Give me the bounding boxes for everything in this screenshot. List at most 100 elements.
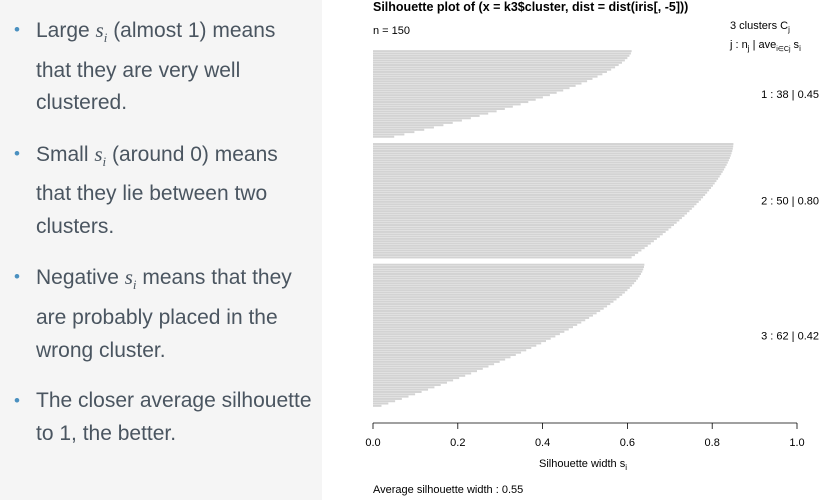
x-axis: 0.0 0.2 0.4 0.6 0.8 1.0 [365,422,805,449]
silhouette-bar [373,300,614,303]
silhouette-bar [373,50,632,53]
silhouette-bar [373,193,706,196]
silhouette-bar [373,402,389,405]
silhouette-bar [373,397,402,400]
silhouette-bar [373,152,732,155]
silhouette-bar [373,226,672,229]
si-symbol: si [94,141,107,169]
silhouette-bar [373,247,645,250]
silhouette-bar [373,66,616,69]
silhouette-bar [373,286,630,289]
silhouette-plot: Silhouette plot of (x = k3$cluster, dist… [365,0,819,496]
silhouette-bar [373,59,625,62]
silhouette-bar [373,149,733,153]
silhouette-bar [373,166,726,169]
x-tick-label: 0.0 [365,437,380,449]
silhouette-bar [373,335,556,338]
silhouette-bar [373,61,622,64]
cluster-labels-group: 1 : 38 | 0.45 2 : 50 | 0.80 3 : 62 | 0.42 [761,89,819,342]
bullet-text: The closer average silhouette to 1, the … [36,389,312,445]
silhouette-bar [373,242,651,245]
silhouette-bar [373,170,723,173]
silhouette-bar [373,217,682,220]
silhouette-bar [373,184,713,187]
silhouette-bar [373,275,640,278]
silhouette-bar [373,268,644,271]
silhouette-bar [373,154,731,157]
silhouette-bar [373,372,472,375]
silhouette-bar [373,156,730,159]
silhouette-bar [373,254,635,257]
bars-group [373,50,734,407]
silhouette-bar [373,205,695,208]
silhouette-bar [373,256,632,259]
bullet-icon: • [14,391,20,411]
silhouette-bar [373,337,551,340]
bullet-text: Small [36,142,95,166]
silhouette-bar [373,117,471,120]
silhouette-bar [373,370,478,373]
silhouette-bar [373,377,460,380]
text-panel: • Large si (almost 1) means that they are… [0,0,322,500]
silhouette-bar [373,363,495,366]
silhouette-bar [373,326,574,329]
silhouette-bar [373,98,536,101]
silhouette-bar [373,277,638,280]
x-axis-label: Silhouette width si [539,458,627,472]
silhouette-bar [373,80,588,83]
silhouette-bar [373,128,425,131]
silhouette-bar [373,347,532,350]
silhouette-bar [373,358,506,361]
sample-count-label: n = 150 [373,25,410,37]
silhouette-bar [373,212,687,215]
silhouette-bar [373,309,601,313]
silhouette-bar [373,196,704,199]
silhouette-bar [373,279,637,282]
silhouette-bar [373,319,586,322]
silhouette-bar [373,240,654,243]
silhouette-bar [373,52,631,55]
silhouette-bar [373,316,590,319]
silhouette-bar [373,400,396,403]
silhouette-bar [373,133,405,136]
silhouette-bar [373,107,505,110]
silhouette-bar [373,323,578,326]
silhouette-bar [373,221,677,224]
silhouette-bar [373,251,639,254]
silhouette-bar [373,263,645,266]
silhouette-bar [373,75,598,78]
silhouette-bar [373,161,728,164]
silhouette-bar [373,342,542,345]
bullet-icon: • [14,20,20,39]
silhouette-bar [373,189,710,192]
silhouette-bar [373,210,690,213]
silhouette-bar [373,330,565,333]
silhouette-bar [373,177,719,180]
average-silhouette-footer: Average silhouette width : 0.55 [373,484,523,496]
silhouette-bar [373,159,729,162]
silhouette-bar [373,126,434,129]
silhouette-bar [373,272,641,275]
silhouette-bar [373,284,633,287]
si-symbol: si [124,265,137,293]
silhouette-bar [373,340,546,343]
silhouette-bar [373,349,527,352]
silhouette-bar [373,289,628,292]
silhouette-bar [373,180,717,183]
silhouette-bar [373,303,611,306]
silhouette-bar [373,77,593,80]
silhouette-bar [373,82,582,85]
silhouette-bar [373,353,516,356]
silhouette-bar [373,374,466,377]
silhouette-bar [373,57,628,60]
silhouette-bar [373,101,529,104]
silhouette-bar [373,84,576,87]
cluster-3-label: 3 : 62 | 0.42 [761,330,819,342]
silhouette-bar [373,365,489,368]
x-tick-label: 0.8 [705,437,720,449]
silhouette-bar [373,249,642,252]
silhouette-bar [373,314,593,317]
silhouette-bar [373,54,630,57]
silhouette-bar [373,270,643,273]
bullet-list: • Large si (almost 1) means that they are… [14,14,314,468]
